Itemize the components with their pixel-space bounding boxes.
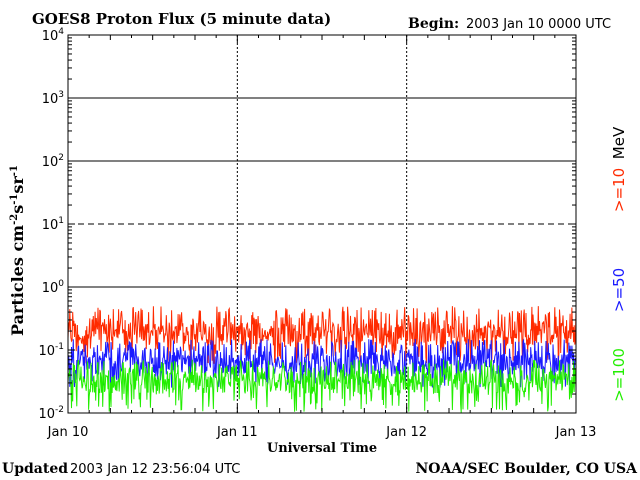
y-tick-label: 10-1: [38, 342, 64, 359]
y-tick-label: 101: [42, 216, 64, 233]
x-axis-label: Universal Time: [267, 441, 377, 456]
y-tick-label: 103: [42, 90, 64, 107]
updated-label: Updated: [2, 461, 68, 477]
series-line-ge100: [67, 359, 577, 413]
data-series: [67, 306, 577, 413]
x-tick-label: Jan 12: [385, 425, 427, 440]
y-tick-label: 10-2: [38, 405, 64, 422]
credit-text: NOAA/SEC Boulder, CO USA: [416, 461, 639, 477]
y-tick-label: 102: [42, 153, 64, 170]
legend-unit: MeV: [610, 126, 628, 159]
y-axis-label: Particles cm-2s-1sr-1: [8, 165, 27, 336]
x-tick-label: Jan 11: [216, 425, 258, 440]
y-tick-label: 104: [42, 27, 65, 44]
legend-ge100: >=100: [610, 348, 628, 402]
x-tick-labels: Jan 10 Jan 11 Jan 12 Jan 13: [47, 425, 597, 440]
updated-value: 2003 Jan 12 23:56:04 UTC: [70, 462, 240, 477]
begin-label: Begin:: [408, 16, 459, 32]
legend: MeV >=10 >=50 >=100: [610, 126, 628, 402]
legend-ge50: >=50: [610, 268, 628, 312]
series-line-ge50: [67, 338, 577, 388]
begin-value: 2003 Jan 10 0000 UTC: [466, 17, 611, 32]
legend-ge10: >=10: [610, 168, 628, 212]
x-tick-label: Jan 10: [47, 425, 89, 440]
grid-lines: [68, 35, 576, 413]
x-tick-label: Jan 13: [555, 425, 597, 440]
y-tick-labels: 10-2 10-1 100 101 102 103 104: [38, 27, 64, 422]
chart-title: GOES8 Proton Flux (5 minute data): [32, 10, 331, 28]
y-tick-label: 100: [42, 279, 65, 296]
axes: [67, 34, 577, 414]
